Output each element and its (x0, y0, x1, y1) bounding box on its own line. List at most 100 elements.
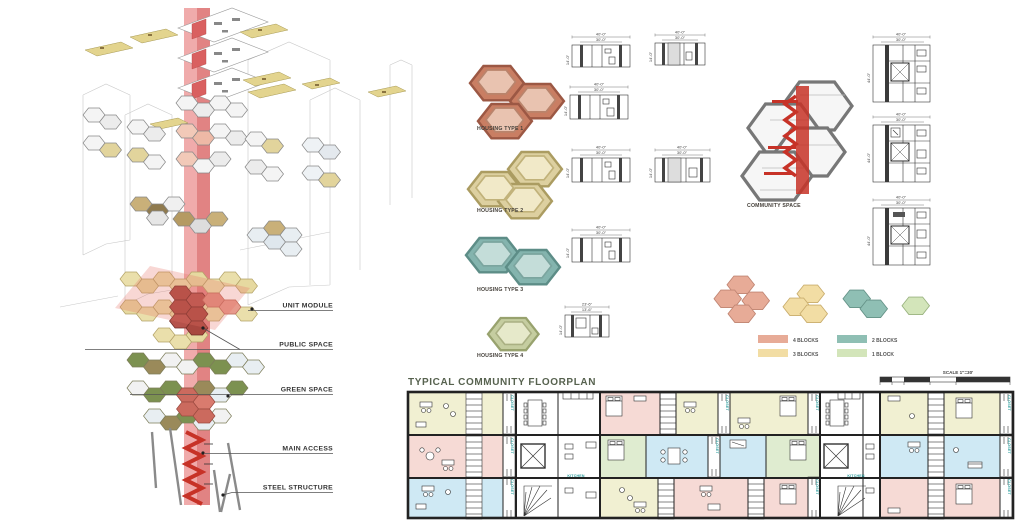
community-plan-2: 40'-0" 30'-0" 44'-0" (866, 112, 931, 183)
community-cores (520, 392, 875, 517)
housing-type-3-label: HOUSING TYPE 3 (477, 287, 523, 293)
svg-text:CLOSET: CLOSET (715, 438, 719, 454)
svg-text:40'-0": 40'-0" (596, 225, 607, 230)
svg-text:CLOSET: CLOSET (725, 395, 729, 411)
housing-type-3-render (464, 236, 562, 286)
svg-text:40'-0": 40'-0" (596, 32, 607, 37)
unit-module-cluster (115, 266, 258, 350)
svg-text:30'-0": 30'-0" (596, 37, 607, 42)
svg-text:44'-0": 44'-0" (866, 152, 871, 163)
community-space-render (740, 80, 854, 202)
plan-strip: 23'-6" 13'-6" 14'-0" (558, 302, 610, 338)
plan-strip: 40'-0" 30'-0" 14'-0" (648, 145, 711, 183)
svg-text:14'-0": 14'-0" (565, 54, 570, 65)
svg-text:30'-0": 30'-0" (896, 200, 907, 205)
svg-text:30'-0": 30'-0" (596, 150, 607, 155)
block-legend-swatches: 4 BLOCKS 2 BLOCKS 3 BLOCKS 1 BLOCK (758, 335, 898, 358)
svg-text:30'-0": 30'-0" (677, 150, 688, 155)
label-steel-structure: STEEL STRUCTURE (263, 485, 333, 492)
svg-text:14'-0": 14'-0" (558, 324, 563, 335)
green-space-cluster (126, 352, 265, 431)
legend-swatch-4blocks (758, 335, 788, 343)
svg-text:CLOSET: CLOSET (1007, 395, 1011, 411)
svg-text:CLOSET: CLOSET (1007, 479, 1011, 495)
plan-strip: 40'-0" 30'-0" 14'-0" (563, 82, 629, 120)
floorplan-furniture (415, 395, 983, 514)
floorplan-walls (406, 390, 1015, 520)
module-hex-clusters (82, 95, 341, 257)
svg-text:44'-0": 44'-0" (866, 235, 871, 246)
community-stair-core (764, 86, 809, 194)
svg-text:CLOSET: CLOSET (510, 438, 514, 454)
housing-type-1-label: HOUSING TYPE 1 (477, 126, 523, 132)
svg-text:CLOSET: CLOSET (815, 479, 819, 495)
axon-callouts: UNIT MODULE PUBLIC SPACE GREEN SPACE MAI… (85, 303, 333, 497)
floorplan-room-labels: CLOSET CLOSET CLOSET CLOSET CLOSET CLOSE… (510, 395, 1011, 495)
svg-text:13'-6": 13'-6" (582, 307, 593, 312)
housing-types-column: HOUSING TYPE 1 HOUSING TYPE 2 HOUSING TY… (464, 30, 711, 359)
svg-text:44'-0": 44'-0" (866, 72, 871, 83)
community-space-label: COMMUNITY SPACE (747, 203, 801, 209)
community-plan-3: 40'-0" 30'-0" 44'-0" (866, 195, 931, 266)
svg-text:30'-0": 30'-0" (675, 35, 686, 40)
svg-text:40'-0": 40'-0" (596, 145, 607, 150)
block-legend-clusters (713, 275, 931, 324)
svg-text:14'-0": 14'-0" (565, 167, 570, 178)
top-floor-plates (177, 7, 269, 103)
floorplan-title: TYPICAL COMMUNITY FLOORPLAN (408, 377, 596, 388)
label-public-space: PUBLIC SPACE (279, 342, 333, 349)
community-space-block: COMMUNITY SPACE 40'-0" 30'-0" 44'-0" 40'… (713, 32, 1011, 385)
wireframe-volumes (59, 41, 413, 308)
svg-text:40'-0": 40'-0" (677, 145, 688, 150)
kitchen-label: KITCHEN (567, 474, 585, 478)
scale-label: SCALE 1"=30' (943, 370, 973, 375)
svg-text:CLOSET: CLOSET (510, 479, 514, 495)
svg-text:14'-0": 14'-0" (648, 167, 653, 178)
housing-type-2-label: HOUSING TYPE 2 (477, 208, 523, 214)
plan-strip: 40'-0" 30'-0" 14'-0" (565, 145, 631, 183)
legend-label-2blocks: 2 BLOCKS (872, 338, 898, 344)
plan-strip: 40'-0" 30'-0" 14'-0" (565, 32, 631, 68)
housing-type-4-label: HOUSING TYPE 4 (477, 353, 523, 359)
plan-strip: 40'-0" 30'-0" 14'-0" (648, 30, 706, 66)
housing-type-4-render (486, 316, 540, 352)
legend-swatch-2blocks (837, 335, 867, 343)
svg-text:40'-0": 40'-0" (896, 112, 907, 117)
scale-bar: SCALE 1"=30' (879, 370, 1011, 385)
legend-label-3blocks: 3 BLOCKS (793, 352, 819, 358)
label-unit-module: UNIT MODULE (283, 303, 334, 310)
svg-text:23'-6": 23'-6" (582, 302, 593, 307)
label-main-access: MAIN ACCESS (282, 446, 333, 453)
legend-label-1block: 1 BLOCK (872, 352, 894, 358)
svg-text:40'-0": 40'-0" (594, 82, 605, 87)
kitchen-label: KITCHEN (847, 474, 865, 478)
svg-text:30'-0": 30'-0" (596, 230, 607, 235)
legend-swatch-1block (837, 349, 867, 357)
community-floorplan: CLOSET CLOSET CLOSET CLOSET CLOSET CLOSE… (406, 390, 1015, 520)
svg-text:CLOSET: CLOSET (510, 395, 514, 411)
svg-text:14'-0": 14'-0" (563, 105, 568, 116)
exploded-axon-diagram: UNIT MODULE PUBLIC SPACE GREEN SPACE MAI… (59, 7, 413, 513)
svg-text:30'-0": 30'-0" (896, 117, 907, 122)
svg-text:30'-0": 30'-0" (594, 87, 605, 92)
svg-text:14'-0": 14'-0" (648, 51, 653, 62)
community-plan-1: 40'-0" 30'-0" 44'-0" (866, 32, 931, 103)
plan-strip: 40'-0" 30'-0" 14'-0" (565, 225, 631, 263)
legend-swatch-3blocks (758, 349, 788, 357)
access-stair-zigzag (181, 430, 213, 506)
svg-text:40'-0": 40'-0" (896, 195, 907, 200)
unit-plan-strips: 40'-0" 30'-0" 14'-0" 40'-0" 30'-0" 14'-0… (558, 30, 711, 338)
legend-label-4blocks: 4 BLOCKS (793, 338, 819, 344)
label-green-space: GREEN SPACE (281, 387, 333, 394)
svg-text:14'-0": 14'-0" (565, 247, 570, 258)
svg-text:CLOSET: CLOSET (1007, 438, 1011, 454)
svg-text:40'-0": 40'-0" (675, 30, 686, 35)
svg-text:40'-0": 40'-0" (896, 32, 907, 37)
floorplan-rooms (408, 392, 1000, 518)
svg-text:30'-0": 30'-0" (896, 37, 907, 42)
yellow-plates (84, 23, 407, 130)
steel-structure-lines (150, 427, 242, 513)
svg-text:CLOSET: CLOSET (815, 395, 819, 411)
